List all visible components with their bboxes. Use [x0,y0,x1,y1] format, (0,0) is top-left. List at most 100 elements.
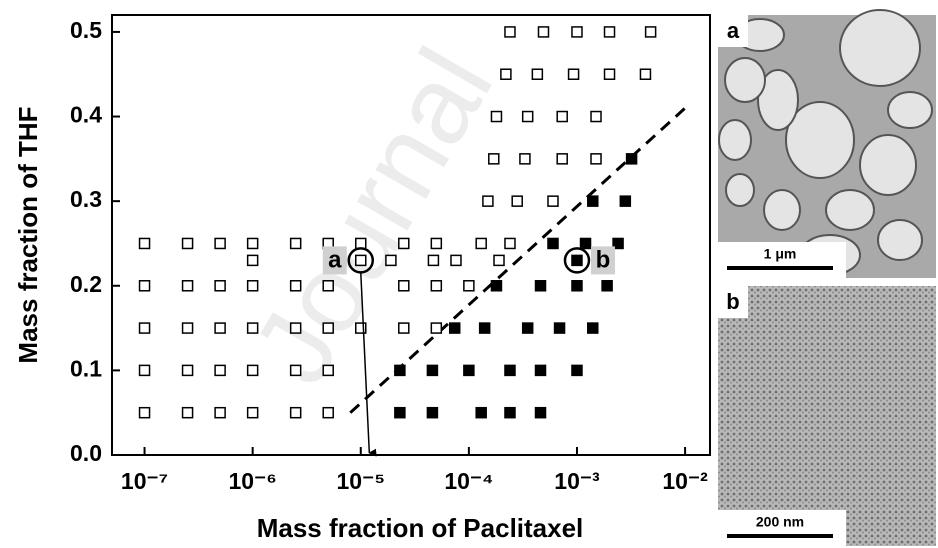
particles [718,9,933,276]
y-tick-label: 0.5 [70,17,102,43]
open-square [519,153,531,165]
filled-square [504,406,516,419]
open-square [289,364,302,377]
open-square [138,322,151,334]
filled-square [504,364,516,377]
filled-square [619,195,632,207]
y-tick-label: 0.3 [70,186,102,212]
open-square [355,322,367,334]
micrograph-a: a 1 μm [718,9,936,278]
scale-label: 200 nm [756,514,804,530]
annotation-circle [563,247,591,274]
open-square [138,406,151,419]
filled-square [571,280,583,292]
open-square [490,110,503,123]
open-square [537,26,550,38]
open-square [430,237,443,250]
open-square [214,364,226,377]
open-square [246,322,259,334]
open-square [504,237,516,250]
open-square [181,364,194,377]
filled-square [534,364,547,377]
filled-square [394,406,406,419]
open-square [571,26,583,38]
filled-square [475,406,487,419]
filled-square [579,237,592,250]
filled-square [478,322,491,334]
open-square [385,254,397,267]
panel-label: b [726,289,739,314]
watermark: Journal [229,29,516,403]
filled-square [571,254,583,267]
open-square [214,237,226,250]
open-square [355,237,367,250]
scale-box [718,510,846,546]
open-square [181,406,194,419]
image-b [718,286,936,546]
filled-square [448,322,461,334]
open-square [504,26,516,38]
filled-square [534,406,547,419]
filled-square [490,280,503,292]
open-square [246,237,259,250]
annotation-arrow [360,272,377,457]
open-square [246,254,259,267]
open-square [355,254,367,267]
open-square [500,68,512,80]
x-tick-label: 10⁻⁵ [336,468,385,494]
open-square [531,68,544,80]
filled-square [426,406,439,419]
open-square [138,364,151,377]
open-square [289,406,302,419]
scale-box [718,242,846,278]
open-square [475,237,487,250]
open-square [322,406,334,419]
open-square [214,406,226,419]
scale-label: 1 μm [764,246,797,262]
y-tick-label: 0.1 [70,355,102,381]
open-square [289,237,302,250]
y-tick-label: 0.2 [70,271,102,297]
open-square [289,280,302,292]
open-square [181,322,194,334]
panel-label-box [718,286,748,318]
open-square [246,364,259,377]
open-square [214,280,226,292]
x-tick-label: 10⁻² [662,468,708,494]
open-square [246,280,259,292]
open-square [181,237,194,250]
micrograph-b: b 200 nm [718,286,936,546]
x-tick-label: 10⁻⁴ [444,468,493,494]
open-square [511,195,523,207]
y-axis-title: Mass fraction of THF [13,106,43,363]
open-square [590,110,602,123]
filled-square [534,280,547,292]
open-square [214,322,226,334]
filled-square [426,364,439,377]
open-square [427,254,440,267]
open-square [644,26,657,38]
panel-label: a [727,18,740,43]
annotation-label: b [596,247,611,274]
open-square [430,322,443,334]
x-tick-label: 10⁻³ [554,468,600,494]
open-square [463,280,475,292]
annotation-bg [322,246,347,275]
open-square [450,254,462,267]
annotation-label: a [328,247,342,274]
filled-square [521,322,534,334]
filled-square [625,153,638,165]
open-square [556,110,568,123]
x-axis-title: Mass fraction of Paclitaxel [257,513,584,543]
open-square [398,280,410,292]
x-tick-label: 10⁻⁷ [121,468,168,494]
y-tick-label: 0.0 [70,440,102,466]
open-square [181,280,194,292]
open-square [398,322,410,334]
open-square [430,280,443,292]
filled-square [553,322,566,334]
open-square [482,195,494,207]
y-tick-label: 0.4 [70,102,102,128]
open-square [639,68,652,80]
